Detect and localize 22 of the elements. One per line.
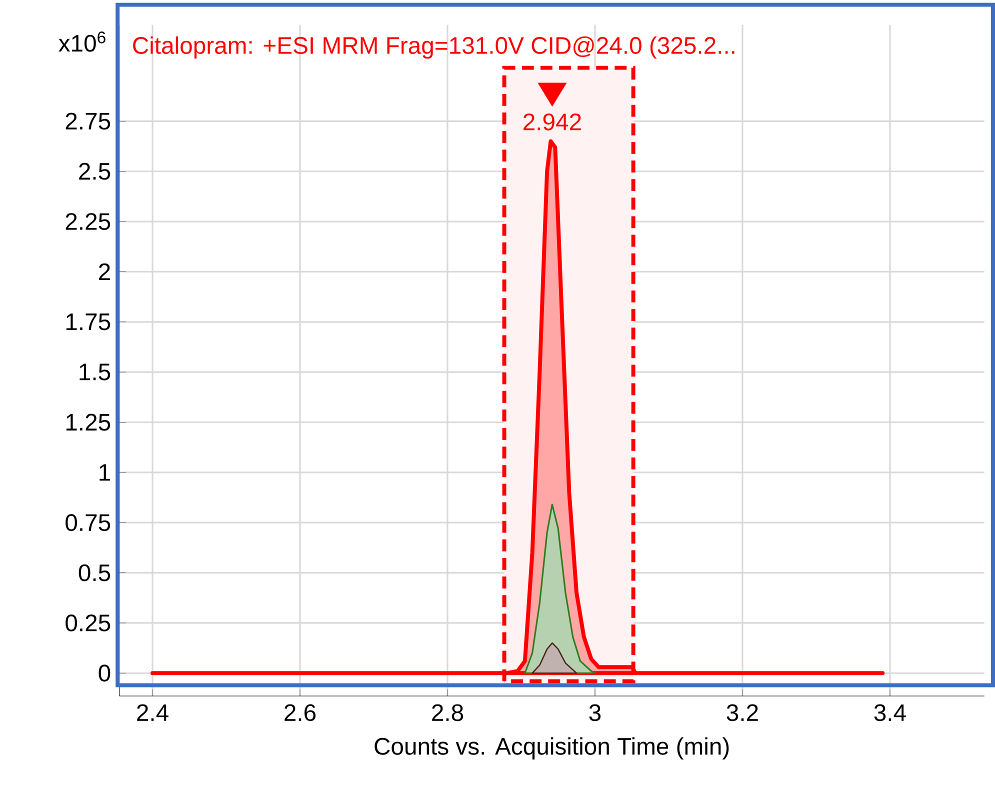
y-tick-label: 2.25	[66, 213, 110, 230]
y-tick-label: 0.75	[66, 514, 110, 532]
x-tick-label: 2.6	[284, 704, 316, 722]
x-tick-label: 3.2	[726, 704, 758, 722]
x-tick-label: 2.4	[137, 704, 168, 722]
y-axis-title: x10$^{6}$	[58, 32, 106, 52]
x-tick-label: 3	[589, 704, 601, 722]
y-tick-label: 2	[99, 264, 110, 280]
y-tick-label: 1.25	[66, 414, 110, 431]
y-tick-label: 0.5	[78, 564, 110, 582]
y-tick-label: 1.75	[66, 314, 110, 330]
chart-title: Citalopram: +ESI MRM Frag=131.0V CID@24.0 (325.2...	[133, 36, 734, 59]
y-tick-label: 1.5	[80, 364, 110, 381]
y-tick-label: 1	[100, 464, 110, 481]
x-tick-label: 2.8	[432, 704, 464, 722]
y-tick-label: 0.25	[66, 614, 110, 632]
y-tick-label: 2.5	[79, 163, 110, 180]
x-axis-title: Counts vs. Acquisition Time (min)	[374, 738, 729, 760]
y-tick-label: 2.75	[66, 112, 110, 130]
x-tick-label: 3.4	[874, 704, 906, 722]
annotation: 2.942	[524, 114, 581, 131]
y-tick-label: 0	[98, 664, 110, 682]
